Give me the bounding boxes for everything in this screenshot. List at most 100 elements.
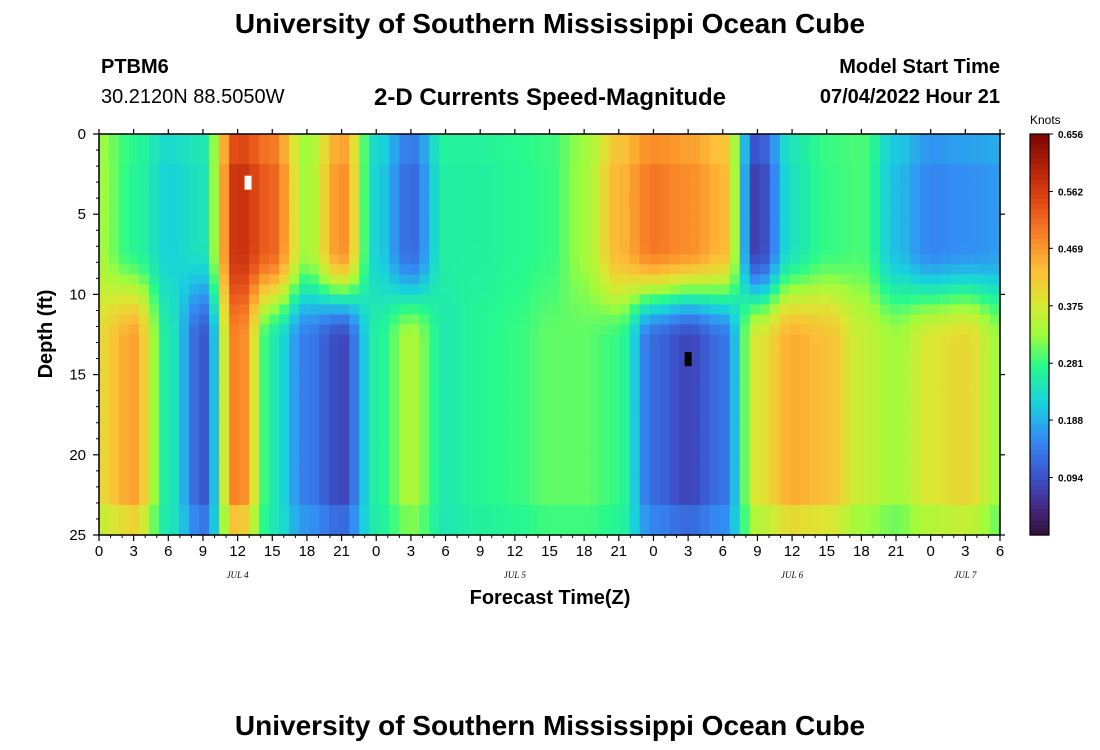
heatmap-cell [459, 284, 471, 295]
heatmap-cell [739, 414, 751, 426]
heatmap-cell [449, 324, 460, 336]
heatmap-cell [449, 364, 460, 376]
heatmap-cell [429, 414, 440, 426]
heatmap-cell [649, 494, 661, 506]
heatmap-cell [219, 164, 230, 175]
heatmap-cell [619, 414, 631, 426]
heatmap-cell [129, 374, 140, 386]
heatmap-cell [249, 514, 260, 526]
heatmap-cell [719, 434, 731, 446]
heatmap-cell [189, 394, 200, 406]
heatmap-cell [229, 504, 240, 516]
heatmap-cell [249, 524, 260, 536]
heatmap-cell [989, 254, 1001, 265]
heatmap-cell [909, 414, 921, 426]
heatmap-cell [109, 144, 120, 155]
heatmap-cell [169, 144, 180, 155]
heatmap-cell [639, 224, 651, 235]
heatmap-cell [269, 374, 280, 386]
max-marker [244, 175, 252, 190]
heatmap-cell [549, 374, 561, 386]
heatmap-cell [329, 294, 340, 306]
heatmap-cell [519, 404, 531, 416]
heatmap-cell [979, 474, 991, 486]
heatmap-cell [569, 364, 581, 376]
heatmap-cell [879, 464, 891, 476]
heatmap-cell [879, 454, 891, 466]
heatmap-cell [939, 344, 951, 356]
heatmap-cell [619, 504, 631, 516]
heatmap-cell [829, 144, 841, 155]
heatmap-cell [109, 184, 120, 195]
heatmap-cell [259, 494, 270, 506]
heatmap-cell [379, 384, 390, 396]
heatmap-cell [309, 324, 320, 336]
heatmap-cell [379, 234, 390, 245]
heatmap-cell [459, 344, 471, 356]
heatmap-cell [899, 474, 911, 486]
heatmap-cell [179, 174, 190, 185]
heatmap-cell [229, 324, 240, 336]
heatmap-cell [689, 354, 701, 366]
heatmap-cell [499, 364, 511, 376]
colorbar-swatch [1030, 439, 1049, 446]
heatmap-cell [409, 264, 420, 275]
heatmap-cell [709, 414, 721, 426]
heatmap-cell [559, 464, 571, 476]
heatmap-cell [869, 494, 881, 506]
heatmap-cell [679, 164, 691, 175]
heatmap-cell [869, 244, 881, 255]
heatmap-cell [539, 324, 551, 336]
heatmap-cell [549, 414, 561, 426]
heatmap-cell [159, 144, 170, 155]
heatmap-cell [369, 144, 380, 155]
heatmap-cell [989, 494, 1001, 506]
heatmap-cell [919, 254, 931, 265]
colorbar-swatch [1030, 174, 1049, 180]
heatmap-cell [309, 444, 320, 456]
heatmap-cell [559, 294, 571, 306]
heatmap-cell [519, 294, 531, 306]
heatmap-cell [309, 494, 320, 506]
heatmap-cell [819, 374, 831, 386]
heatmap-cell [369, 414, 380, 426]
heatmap-cell [289, 184, 300, 195]
heatmap-cell [709, 434, 721, 446]
heatmap-cell [809, 174, 821, 185]
heatmap-cell [469, 264, 481, 275]
heatmap-cell [399, 284, 410, 295]
heatmap-cell [739, 464, 751, 476]
heatmap-cell [239, 174, 250, 185]
heatmap-cell [709, 224, 721, 235]
heatmap-cell [289, 314, 300, 326]
heatmap-cell [989, 164, 1001, 175]
heatmap-cell [729, 164, 741, 175]
heatmap-cell [529, 174, 541, 185]
heatmap-cell [229, 514, 240, 526]
heatmap-cell [489, 224, 501, 235]
heatmap-cell [509, 344, 521, 356]
colorbar-swatch [1030, 444, 1049, 451]
heatmap-cell [949, 464, 961, 476]
heatmap-cell [739, 354, 751, 366]
heatmap-cell [149, 194, 160, 205]
heatmap-cell [889, 434, 901, 446]
heatmap-cell [799, 394, 811, 406]
heatmap-cell [679, 134, 691, 145]
heatmap-cell [469, 464, 481, 476]
heatmap-cell [409, 344, 420, 356]
heatmap-cell [989, 444, 1001, 456]
heatmap-cell [179, 254, 190, 265]
heatmap-cell [389, 424, 400, 436]
heatmap-cell [379, 314, 390, 326]
heatmap-cell [219, 204, 230, 215]
colorbar-frame [1029, 133, 1050, 536]
heatmap-cell [989, 134, 1001, 145]
heatmap-cell [809, 294, 821, 306]
heatmap-cell [339, 414, 350, 426]
heatmap-cell [399, 444, 410, 456]
heatmap-cell [489, 254, 501, 265]
heatmap-cell [599, 464, 611, 476]
heatmap-cell [539, 414, 551, 426]
heatmap-cell [409, 144, 420, 155]
